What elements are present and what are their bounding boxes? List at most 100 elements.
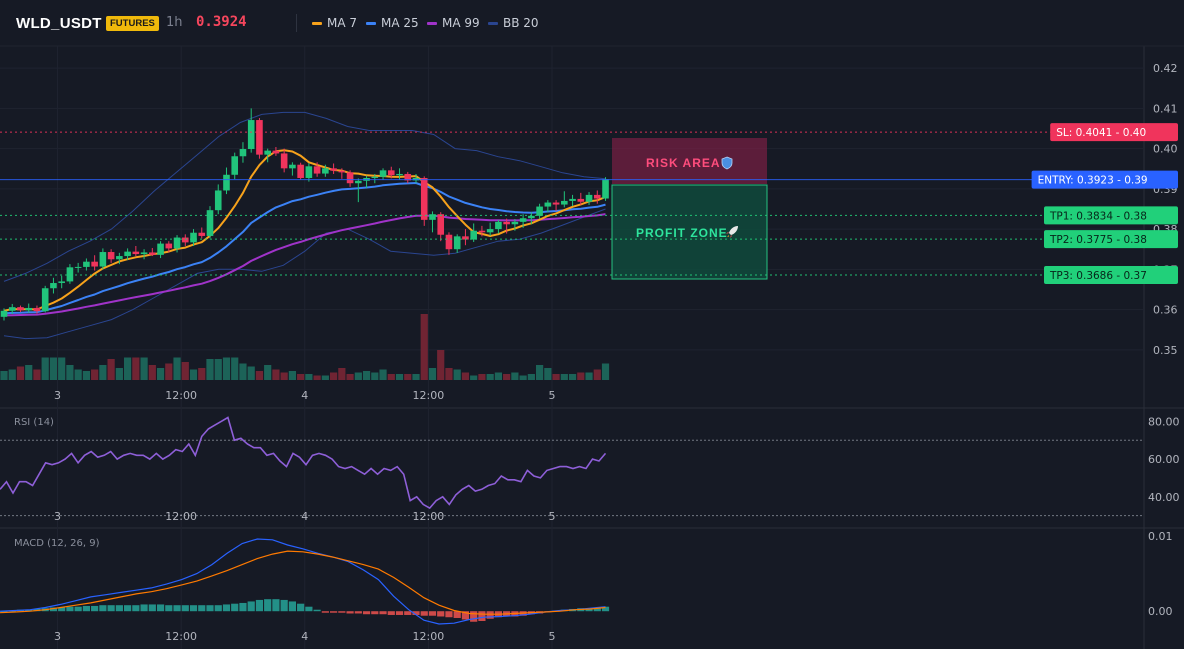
header-divider	[296, 14, 297, 32]
time-tick-label: 12:00	[165, 630, 197, 643]
macd-histogram-bar	[49, 607, 58, 612]
macd-histogram-bar	[25, 609, 33, 612]
candle-body	[124, 251, 131, 257]
candle-body	[511, 221, 519, 225]
volume-bar	[214, 359, 222, 380]
volume-bar	[173, 357, 181, 380]
macd-histogram-bar	[330, 611, 338, 613]
volume-bar	[536, 365, 544, 380]
candle-body	[453, 236, 461, 250]
time-tick-label: 12:00	[165, 510, 197, 523]
legend-ma99[interactable]: MA 99	[427, 16, 480, 30]
grid-lines	[0, 45, 1184, 649]
candle-body	[181, 237, 189, 243]
legend-ma25[interactable]: MA 25	[366, 16, 419, 30]
candle-body	[0, 310, 8, 317]
volume-bar	[519, 375, 527, 380]
level-tag-1: ENTRY: 0.3923 - 0.39	[1031, 170, 1178, 189]
moving-averages	[3, 149, 606, 317]
macd-histogram-bar	[107, 605, 115, 612]
macd-histogram-bar	[198, 605, 206, 612]
macd-histogram-bar	[338, 611, 346, 613]
candle-body	[437, 214, 445, 235]
volume-bar	[297, 374, 305, 380]
candle-body	[74, 266, 82, 268]
macd-tick-label: 0.01	[1148, 530, 1173, 543]
volume-bar	[428, 368, 437, 380]
candle-body	[272, 150, 280, 154]
level-tag-0: SL: 0.4041 - 0.40	[1050, 123, 1178, 142]
candle-body	[519, 218, 527, 222]
volume-bar	[74, 369, 82, 380]
legend-ma7[interactable]: MA 7	[312, 16, 357, 30]
profit-zone-box: PROFIT ZONE	[611, 184, 768, 280]
volume-bar	[568, 374, 577, 380]
rsi-pane[interactable]: RSI (14) 80.00 60.00 40.00	[0, 415, 1180, 517]
signal-line	[0, 550, 606, 615]
candle-body	[346, 172, 354, 184]
candle-body	[355, 180, 362, 184]
macd-histogram-bar	[239, 602, 247, 612]
time-tick-label: 4	[301, 630, 308, 643]
candle-body	[66, 267, 74, 282]
candle-body	[223, 174, 230, 191]
rsi-line	[0, 416, 607, 510]
macd-histogram-bar	[66, 606, 74, 612]
level-tag-text: TP3: 0.3686 - 0.37	[1049, 270, 1147, 282]
timeframe-label[interactable]: 1h	[166, 15, 183, 30]
time-tick-label: 12:00	[165, 389, 197, 402]
legend-bb20[interactable]: BB 20	[488, 16, 539, 30]
candle-body	[371, 176, 379, 178]
candle-body	[91, 261, 98, 267]
legend-ma99-label: MA 99	[442, 16, 480, 30]
volume-bar	[198, 368, 206, 380]
macd-histogram-bar	[362, 611, 371, 615]
volume-bar	[379, 369, 387, 380]
macd-histogram-bar	[173, 605, 181, 612]
candle-body	[239, 149, 247, 157]
macd-histogram-bar	[601, 606, 610, 612]
volume-bar	[0, 371, 8, 380]
macd-histogram-bar	[115, 605, 123, 612]
macd-histogram-bar	[165, 605, 173, 612]
candle-body	[198, 232, 206, 236]
volume-bar	[305, 374, 313, 380]
symbol-title[interactable]: WLD_USDT	[16, 15, 102, 32]
shield-icon	[721, 156, 733, 170]
macd-pane[interactable]: MACD (12, 26, 9) 0.01 0.00	[0, 530, 1173, 625]
candle-body	[50, 283, 57, 289]
price-tick-label: 0.41	[1153, 102, 1178, 115]
legend-ma25-label: MA 25	[381, 16, 419, 30]
macd-histogram-bar	[206, 605, 214, 612]
volume-bar	[288, 371, 296, 380]
volume-bar	[461, 372, 470, 380]
legend-bb20-label: BB 20	[503, 16, 539, 30]
level-tag-background	[1044, 265, 1178, 284]
rsi-tick-label: 80.00	[1148, 415, 1180, 428]
volume-bar	[25, 365, 33, 380]
level-tags: SL: 0.4041 - 0.40 ENTRY: 0.3923 - 0.39 TP1…	[1031, 123, 1178, 284]
volume-bar	[132, 357, 140, 380]
rocket-icon	[726, 226, 738, 238]
macd-histogram-bar	[280, 599, 288, 612]
macd-histogram-bar	[148, 604, 156, 612]
level-tag-background	[1044, 230, 1178, 249]
volume-bar	[33, 369, 41, 380]
profit-zone-label: PROFIT ZONE	[636, 226, 728, 240]
macd-histogram-bar	[420, 611, 428, 616]
candle-body	[561, 200, 568, 205]
volume-bar	[313, 375, 321, 380]
volume-bar	[41, 357, 49, 380]
candle-body	[536, 206, 543, 216]
candle-body	[544, 202, 552, 207]
candle-body	[379, 170, 387, 177]
volume-bar	[560, 374, 568, 380]
macd-histogram-bar	[91, 605, 99, 612]
candle-body	[305, 166, 313, 178]
macd-histogram-bar	[593, 607, 601, 612]
macd-histogram-bar	[346, 611, 354, 614]
candle-body	[25, 307, 33, 311]
candle-body	[132, 251, 140, 255]
volume-bar	[503, 374, 511, 380]
